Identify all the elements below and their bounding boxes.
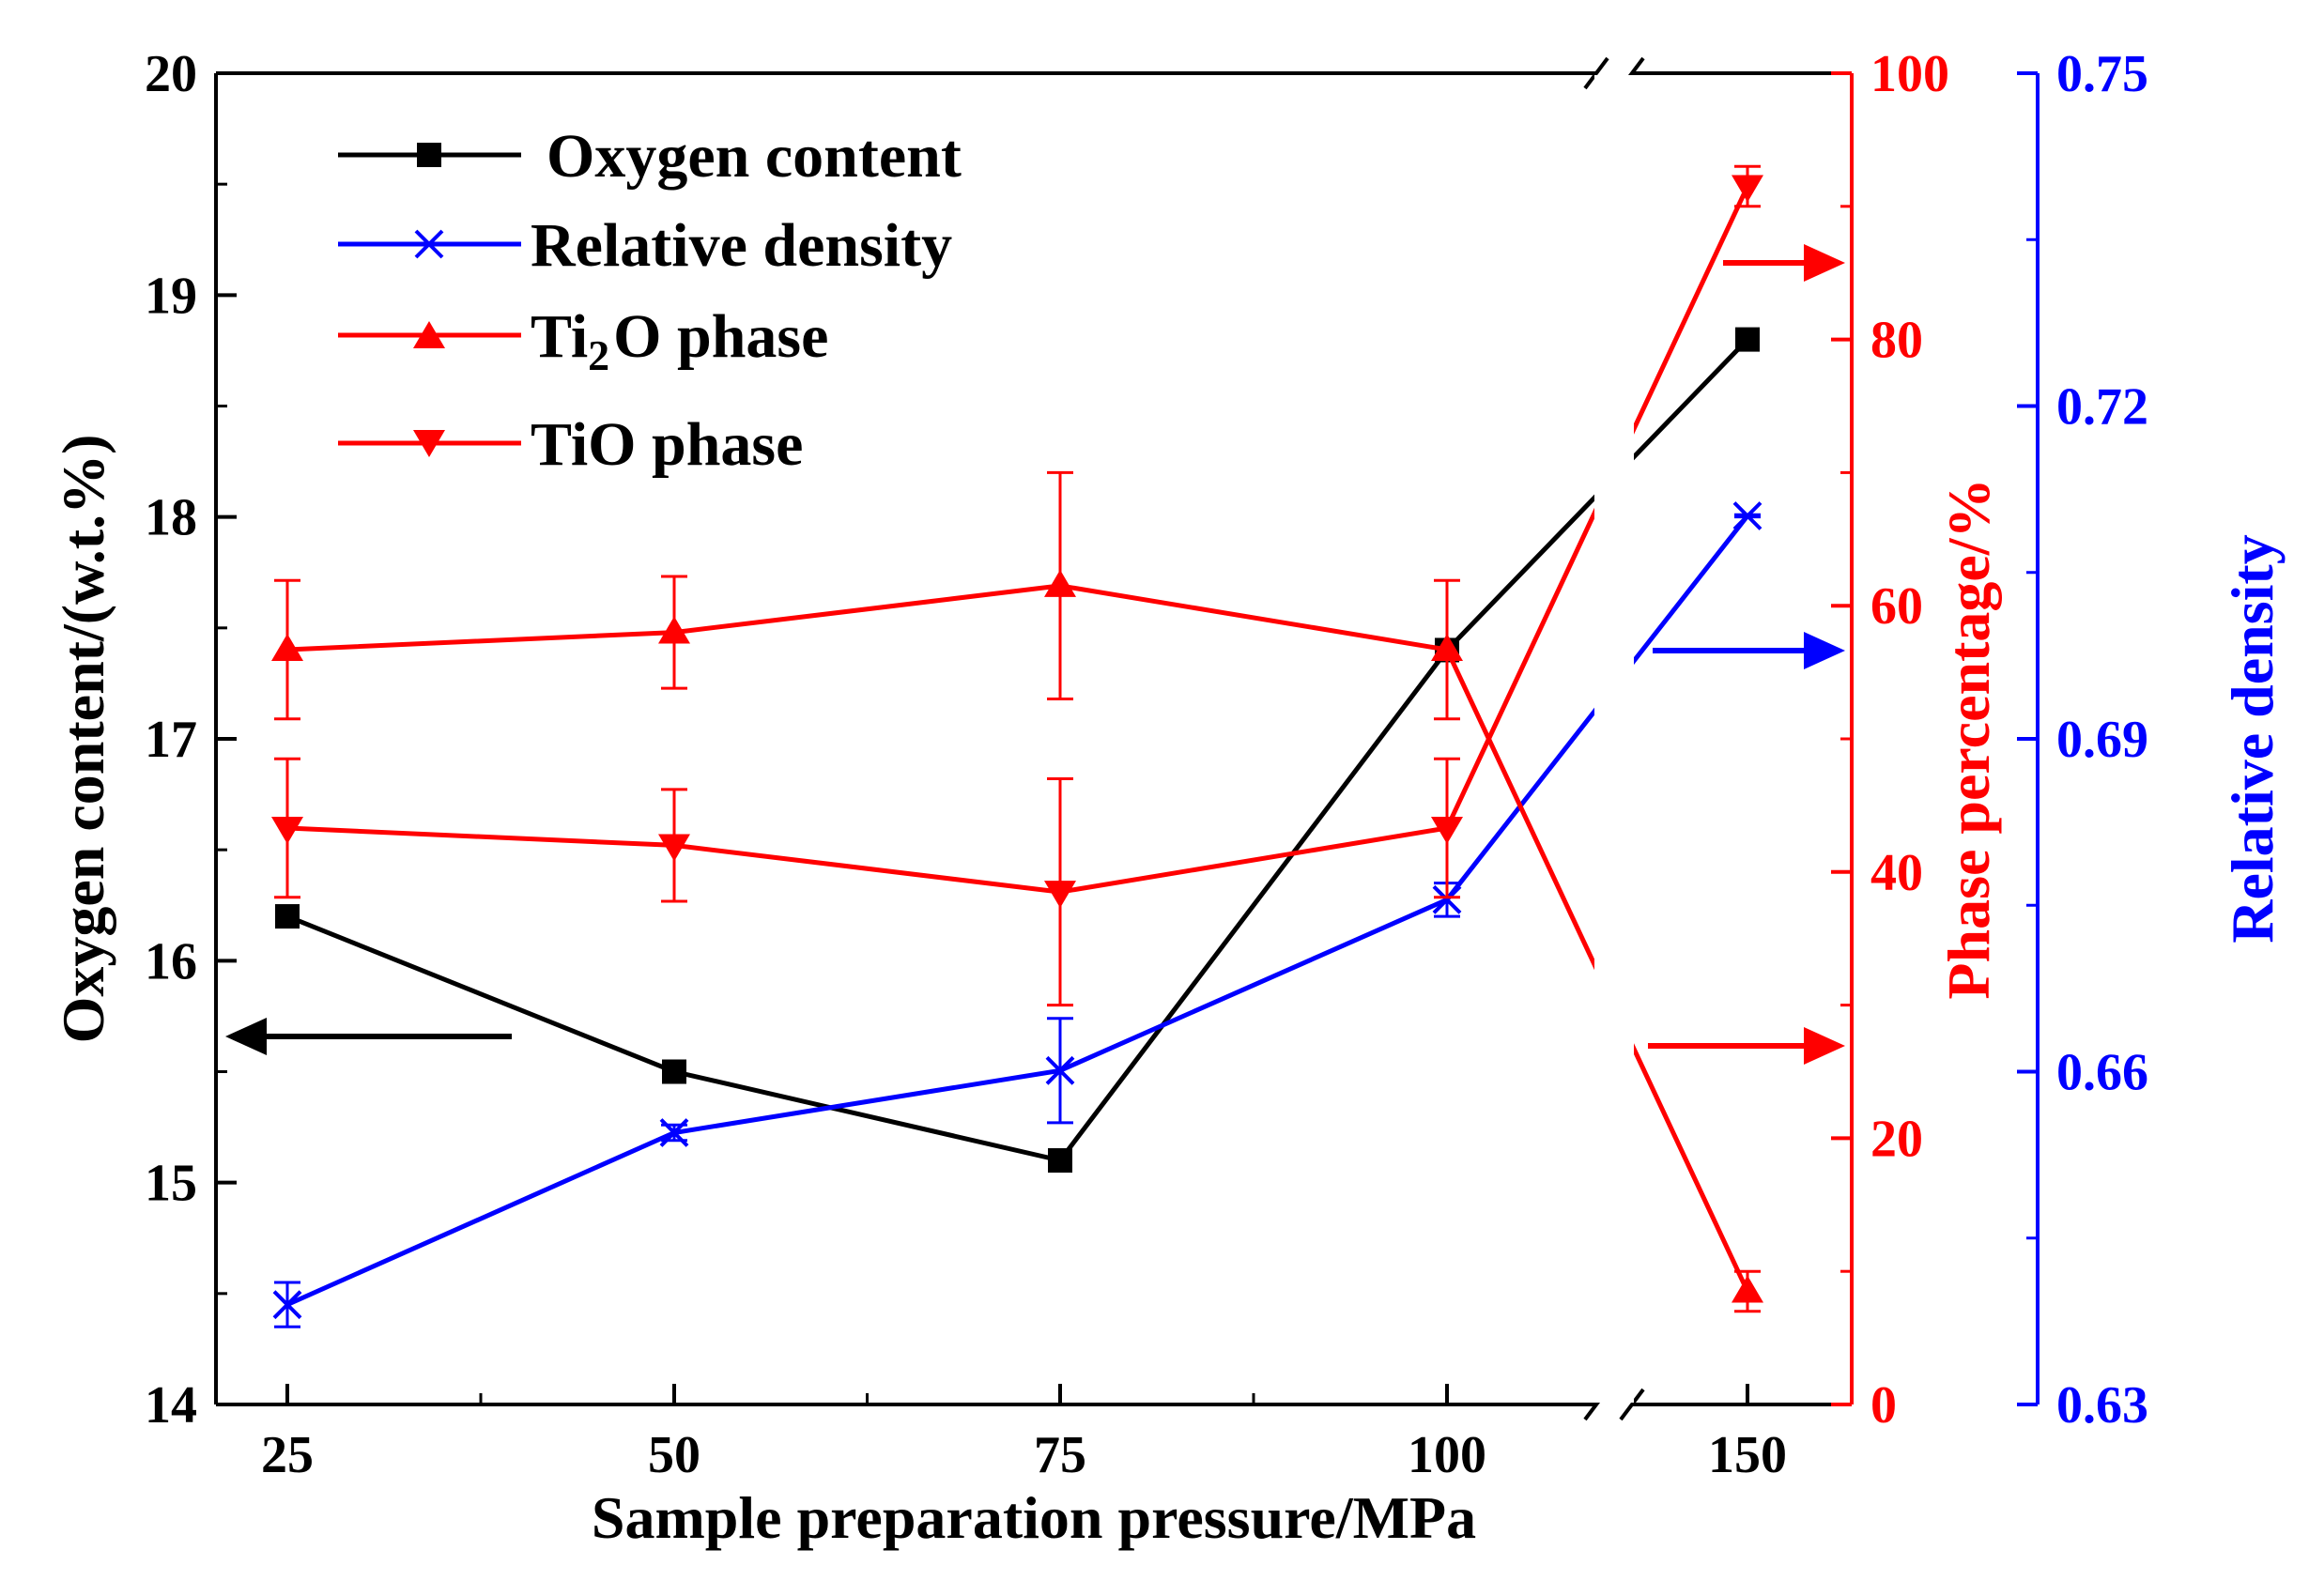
arrow-head	[1804, 244, 1845, 282]
data-point-square	[1735, 327, 1760, 352]
phase-axis-title: Phase percentage/%	[1935, 478, 2002, 999]
data-point-triangle-down	[1431, 817, 1463, 845]
data-point-square	[1048, 1148, 1072, 1174]
break-mark	[1619, 1388, 1645, 1421]
indicator-arrow	[225, 1018, 512, 1055]
density-axis-tick-label: 0.69	[2056, 711, 2148, 769]
data-point-triangle-up	[1431, 633, 1463, 661]
left-axis-tick-label: 19	[145, 267, 197, 325]
phase-axis-tick-label: 0	[1870, 1376, 1897, 1435]
left-axis-tick-label: 16	[145, 932, 197, 990]
indicator-arrow	[1653, 632, 1845, 669]
x-tick-label: 100	[1408, 1426, 1486, 1484]
data-point-square	[275, 904, 300, 929]
left-axis-tick-label: 18	[145, 489, 197, 547]
data-point-triangle-down	[658, 834, 690, 862]
legend-item-ti2o: Ti2O phase	[338, 302, 828, 379]
series-0	[275, 327, 1760, 1174]
break-mark	[1583, 56, 1609, 90]
data-point-x	[1045, 1055, 1075, 1085]
x-tick-label: 25	[261, 1426, 314, 1484]
ticks	[216, 71, 2038, 1406]
x-tick-label: 150	[1708, 1426, 1787, 1484]
series-line	[286, 583, 1750, 1293]
data-point-x	[1732, 501, 1763, 530]
data-point-triangle-up	[1732, 1275, 1763, 1303]
tick-labels: 25 50 75 100 150 14 15 16 17 18 19 20 0 20 40 60 80 100 0.…	[145, 45, 2148, 1484]
phase-axis-tick-label: 40	[1870, 844, 1923, 902]
data-point-x	[1432, 884, 1462, 914]
phase-axis-tick-label: 60	[1870, 577, 1923, 636]
legend-item-tio: TiO phase	[338, 410, 803, 479]
series-2	[271, 470, 1763, 1313]
legend-marker-triangle-up	[413, 321, 445, 348]
series-3	[271, 164, 1763, 1007]
legend: Oxygen content Relative density Ti2O pha…	[338, 122, 962, 479]
data-point-triangle-down	[1732, 175, 1763, 203]
arrow-head	[225, 1018, 267, 1055]
x-tick-label: 75	[1034, 1426, 1086, 1484]
axis-break-gap	[1594, 75, 1634, 1403]
svg-text:TiO phase: TiO phase	[531, 410, 803, 479]
legend-marker-square	[417, 143, 441, 167]
series-1	[272, 501, 1763, 1328]
data-point-triangle-up	[271, 633, 303, 661]
density-axis-tick-label: 0.72	[2056, 378, 2148, 437]
data-point-x	[659, 1118, 689, 1147]
density-axis-tick-label: 0.66	[2056, 1044, 2148, 1102]
arrow-head	[1804, 1027, 1845, 1065]
series-line	[285, 514, 1749, 1307]
left-axis-tick-label: 15	[145, 1155, 197, 1213]
indicator-arrow	[1723, 244, 1845, 282]
density-axis-tick-label: 0.63	[2056, 1376, 2148, 1435]
data-point-square	[662, 1059, 686, 1084]
left-axis-title: Oxygen content/(w.t.%)	[50, 435, 116, 1044]
x-axis-title: Sample preparation pressure/MPa	[592, 1484, 1476, 1551]
svg-text:Oxygen content: Oxygen content	[546, 122, 962, 191]
data-point-triangle-up	[1044, 569, 1076, 597]
phase-axis-tick-label: 20	[1870, 1110, 1923, 1168]
arrow-head	[1804, 632, 1845, 669]
plot-area	[271, 75, 1763, 1403]
data-point-triangle-up	[658, 616, 690, 644]
legend-item-density: Relative density	[338, 211, 952, 280]
legend-item-oxygen: Oxygen content	[338, 122, 962, 191]
svg-text:Ti2O phase: Ti2O phase	[531, 302, 828, 379]
left-axis-tick-label: 14	[145, 1376, 197, 1435]
svg-text:Relative density: Relative density	[531, 211, 952, 280]
density-axis-title: Relative density	[2219, 534, 2286, 944]
data-point-triangle-down	[1044, 881, 1076, 909]
indicator-arrows	[225, 244, 1845, 1065]
phase-axis-tick-label: 80	[1870, 312, 1923, 370]
data-point-triangle-down	[271, 817, 303, 845]
series-line	[286, 185, 1750, 895]
left-axis-tick-label: 17	[145, 711, 197, 769]
legend-marker-triangle-down	[413, 430, 445, 457]
x-tick-label: 50	[648, 1426, 700, 1484]
data-point-x	[272, 1290, 302, 1320]
indicator-arrow	[1648, 1027, 1845, 1065]
left-axis-tick-label: 20	[145, 45, 197, 103]
legend-marker-x	[414, 229, 444, 259]
phase-axis-tick-label: 100	[1870, 45, 1949, 103]
density-axis-tick-label: 0.75	[2056, 45, 2148, 103]
